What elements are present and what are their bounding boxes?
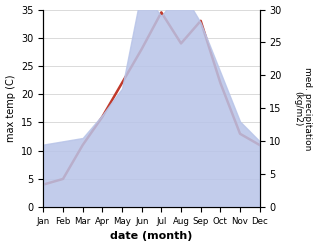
Y-axis label: max temp (C): max temp (C) [5,75,16,142]
Y-axis label: med. precipitation
(kg/m2): med. precipitation (kg/m2) [293,67,313,150]
X-axis label: date (month): date (month) [110,231,193,242]
